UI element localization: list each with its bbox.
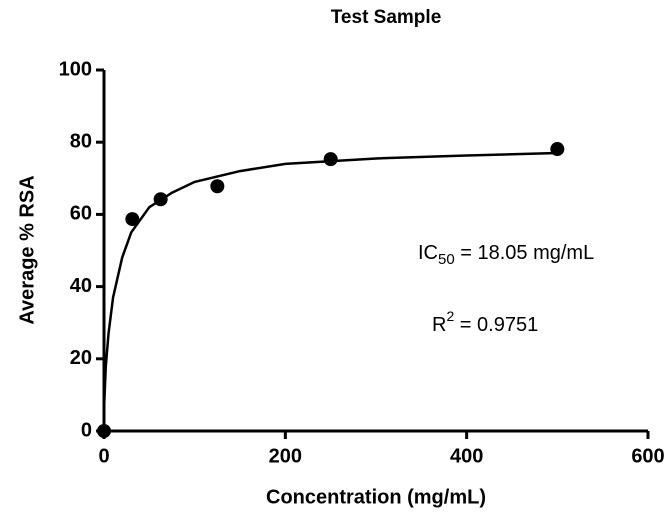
x-tick-label: 600	[631, 445, 664, 467]
data-point	[125, 212, 140, 227]
data-point	[550, 142, 565, 157]
ic50-annotation: IC50 = 18.05 mg/mL	[418, 242, 594, 268]
data-point	[210, 179, 225, 194]
data-point	[153, 192, 168, 207]
x-tick-label: 400	[450, 445, 483, 467]
data-point	[97, 424, 111, 438]
y-tick-label: 0	[81, 419, 92, 441]
x-tick-label: 200	[269, 445, 302, 467]
y-tick-label: 100	[59, 58, 92, 80]
y-tick-label: 40	[70, 275, 92, 297]
x-tick-label: 0	[98, 445, 109, 467]
y-tick-label: 80	[70, 130, 92, 152]
chart-title: Test Sample	[331, 7, 442, 28]
data-point	[323, 152, 338, 167]
y-tick-label: 20	[70, 347, 92, 369]
fit-curve	[102, 151, 558, 410]
x-axis-label: Concentration (mg/mL)	[266, 486, 486, 508]
r2-annotation: R2 = 0.9751	[432, 308, 538, 337]
y-tick-label: 60	[70, 203, 92, 225]
y-axis-label: Average % RSA	[16, 175, 38, 324]
